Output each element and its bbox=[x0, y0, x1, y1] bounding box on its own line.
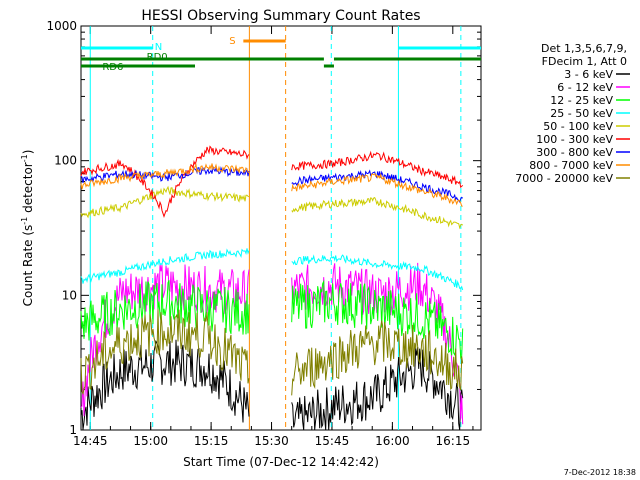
legend-item-label: 300 - 800 keV bbox=[536, 146, 613, 159]
series-line bbox=[80, 309, 250, 396]
legend-item-label: 3 - 6 keV bbox=[564, 68, 613, 81]
series-line bbox=[80, 185, 250, 219]
series-line bbox=[291, 150, 464, 189]
series-line bbox=[291, 196, 464, 230]
y-tick-label: 10 bbox=[62, 288, 77, 302]
flag-label: RD6 bbox=[102, 62, 123, 73]
series-line bbox=[291, 279, 464, 360]
x-tick-label: 15:00 bbox=[133, 434, 168, 448]
x-tick-label: 15:45 bbox=[315, 434, 350, 448]
series-line bbox=[80, 145, 250, 218]
legend-header: Det 1,3,5,6,7,9, bbox=[541, 42, 627, 55]
x-tick-label: 16:15 bbox=[436, 434, 471, 448]
y-axis-label: Count Rate (s-1 detector-1) bbox=[20, 150, 35, 307]
series-line bbox=[291, 172, 463, 207]
series-line bbox=[80, 339, 250, 430]
axis-ticks: 14:45 15:00 15:15 15:30 15:45 16:00 16:15 1 10 10… bbox=[46, 19, 481, 448]
flag-label: S bbox=[229, 36, 235, 47]
flag-label: RD0 bbox=[147, 52, 168, 63]
series-line bbox=[80, 248, 250, 284]
x-tick-label: 15:30 bbox=[254, 434, 289, 448]
legend-item-label: 50 - 100 keV bbox=[543, 120, 613, 133]
legend-item-label: 7000 - 20000 keV bbox=[515, 172, 613, 185]
series-line bbox=[80, 165, 250, 183]
legend: Det 1,3,5,6,7,9,FDecim 1, Att 03 - 6 keV… bbox=[515, 42, 630, 185]
legend-item-label: 12 - 25 keV bbox=[550, 94, 613, 107]
series-lines bbox=[80, 145, 464, 431]
series-line bbox=[80, 162, 250, 190]
series-line bbox=[80, 280, 250, 341]
time-markers bbox=[89, 26, 462, 430]
legend-item-label: 6 - 12 keV bbox=[557, 81, 613, 94]
x-tick-label: 15:15 bbox=[194, 434, 229, 448]
x-tick-label: 16:00 bbox=[375, 434, 410, 448]
flag-label: N bbox=[155, 42, 162, 53]
y-tick-label: 1 bbox=[69, 423, 77, 437]
plot-timestamp: 7-Dec-2012 18:38 bbox=[564, 468, 636, 477]
plot-frame bbox=[80, 25, 482, 431]
series-line bbox=[291, 320, 464, 396]
series-line bbox=[80, 263, 250, 417]
legend-item-label: 25 - 50 keV bbox=[550, 107, 613, 120]
legend-item-label: 100 - 300 keV bbox=[536, 133, 613, 146]
x-axis-label: Start Time (07-Dec-12 14:42:42) bbox=[183, 455, 379, 469]
y-tick-label: 1000 bbox=[46, 19, 77, 33]
series-line bbox=[291, 169, 464, 204]
legend-item-label: 800 - 7000 keV bbox=[529, 159, 613, 172]
chart-title: HESSI Observing Summary Count Rates bbox=[141, 8, 420, 24]
series-line bbox=[291, 346, 464, 431]
series-line bbox=[291, 254, 464, 291]
x-tick-label: 14:45 bbox=[73, 434, 108, 448]
legend-header: FDecim 1, Att 0 bbox=[542, 55, 627, 68]
y-tick-label: 100 bbox=[54, 154, 77, 168]
